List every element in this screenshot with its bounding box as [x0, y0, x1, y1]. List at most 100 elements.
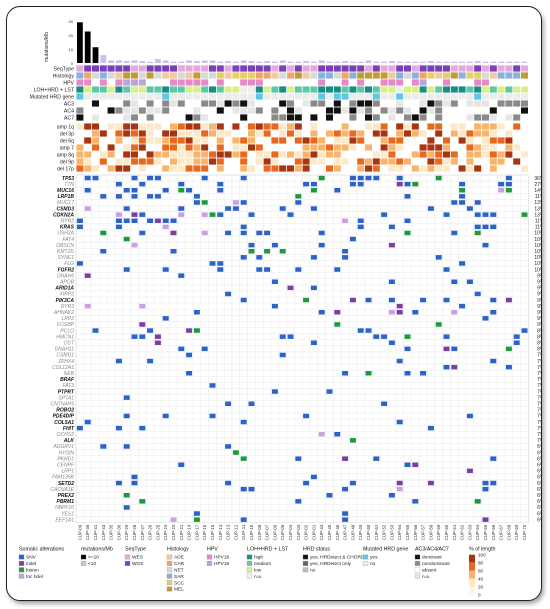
alteration-cell [84, 206, 91, 211]
alteration-cell [178, 181, 185, 187]
annotation-cell [177, 65, 185, 72]
percent-label: 27% [534, 182, 541, 188]
gradient-tick: 60 [478, 569, 484, 574]
alteration-cell [178, 188, 185, 193]
cna-cell [443, 158, 450, 165]
alteration-cell [482, 480, 489, 486]
cna-cell [310, 137, 318, 144]
alteration-cell [232, 206, 239, 211]
alteration-cell [193, 194, 200, 199]
mb-bar [287, 61, 294, 63]
sample-label: CUP-52 [382, 524, 387, 540]
alteration-cell [295, 194, 302, 199]
cna-cell [513, 158, 521, 165]
annotation-cell [372, 72, 380, 79]
cna-cell [411, 137, 419, 144]
annotation-cell [123, 93, 131, 100]
annotation-cell [232, 114, 240, 121]
legend-item-label: no [310, 569, 316, 574]
gradient-tick: 100 [478, 553, 486, 558]
alteration-cell [193, 200, 200, 205]
annotation-cell [107, 65, 115, 72]
annotation-cell [209, 100, 216, 107]
alteration-cell [357, 224, 364, 230]
annotation-cell [310, 107, 318, 114]
gradient-tick: 20 [478, 585, 484, 590]
annotation-cell [521, 72, 528, 79]
legend-title: mutations/Mb [81, 547, 113, 553]
annotation-cell [170, 79, 177, 86]
cna-cell [505, 137, 513, 144]
cna-cell [162, 144, 170, 151]
cna-cell [99, 158, 107, 165]
annotation-cell [458, 72, 466, 79]
cna-cell [396, 144, 404, 151]
annotation-cell [521, 93, 528, 100]
annotation-cell [131, 100, 138, 107]
annotation-cell [209, 72, 216, 79]
alteration-cell [217, 188, 224, 193]
sample-label: CUP-66 [491, 524, 496, 540]
legend-swatch [414, 560, 421, 566]
percent-label: 10% [534, 249, 541, 255]
annotation-cell [411, 72, 419, 79]
cna-cell [263, 137, 271, 144]
gene-label: PCLO [60, 328, 74, 334]
annotation-cell [294, 79, 302, 86]
sample-label: CUP-04 [288, 524, 293, 540]
mb-bar [342, 61, 348, 63]
cna-cell [209, 123, 216, 130]
gene-label: YES1 [61, 511, 74, 517]
annotation-cell [216, 107, 224, 114]
annotation-cell [263, 72, 271, 79]
cna-cell [201, 130, 209, 137]
cna-cell [380, 130, 388, 137]
annotation-cell [99, 72, 107, 79]
annotation-cell [497, 65, 505, 72]
cna-cell [240, 130, 248, 137]
alteration-cell [357, 218, 364, 223]
alteration-cell [420, 297, 427, 303]
track-label: Histology [53, 74, 75, 80]
cna-cell [435, 144, 443, 151]
cna-cell [388, 158, 396, 165]
alteration-cell [443, 297, 450, 303]
alteration-cell [240, 230, 247, 236]
annotation-cell [372, 100, 380, 107]
annotation-cell [318, 93, 326, 100]
cna-cell [404, 158, 411, 165]
annotation-cell [76, 79, 84, 86]
annotation-cell [76, 100, 84, 107]
percent-label: 6% [537, 444, 541, 450]
cna-cell [287, 130, 294, 137]
percent-label: 9% [537, 280, 541, 286]
annotation-cell [193, 72, 201, 79]
annotation-cell [482, 100, 489, 107]
percent-label: 7% [537, 438, 541, 444]
alteration-cell [388, 224, 395, 230]
alteration-cell [178, 206, 185, 211]
annotation-cell [92, 65, 99, 72]
annotation-cell [466, 100, 474, 107]
annotation-cell [388, 86, 396, 93]
cna-cell [341, 151, 349, 158]
cna-cell [372, 123, 380, 130]
cna-cell [466, 130, 474, 137]
cna-cell [404, 165, 411, 172]
legend-item-label: SCC [174, 580, 185, 586]
gene-label: DNAH5 [57, 273, 74, 279]
gene-label: RYR3 [61, 304, 74, 310]
annotation-cell [341, 93, 349, 100]
annotation-cell [380, 79, 388, 86]
annotation-cell [466, 79, 474, 86]
cna-cell [162, 130, 170, 137]
cna-cell [341, 137, 349, 144]
annotation-cell [388, 65, 396, 72]
annotation-cell [248, 86, 255, 93]
mb-bar [451, 61, 458, 63]
alteration-cell [513, 340, 520, 345]
cna-cell [505, 151, 513, 158]
cna-cell [466, 158, 474, 165]
annotation-cell [521, 65, 528, 72]
alteration-cell [459, 200, 466, 205]
